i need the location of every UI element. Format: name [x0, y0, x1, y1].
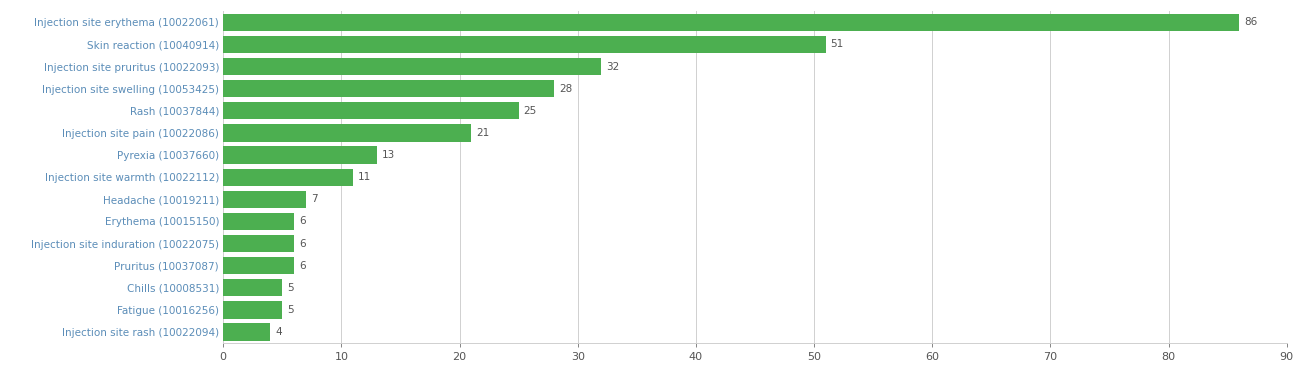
Bar [223, 102, 519, 120]
Bar [223, 36, 826, 53]
Text: 11: 11 [358, 172, 372, 182]
Text: 4: 4 [276, 327, 282, 337]
Text: 6: 6 [299, 261, 306, 271]
Bar [223, 323, 270, 341]
Text: 28: 28 [559, 84, 572, 94]
Text: 86: 86 [1245, 17, 1258, 28]
Text: 5: 5 [288, 305, 294, 315]
Bar [223, 124, 471, 142]
Bar [223, 14, 1239, 31]
Text: 6: 6 [299, 239, 306, 248]
Bar [223, 191, 306, 208]
Bar [223, 279, 282, 296]
Text: 25: 25 [524, 106, 537, 116]
Text: 6: 6 [299, 216, 306, 227]
Text: 13: 13 [382, 150, 395, 160]
Text: 5: 5 [288, 283, 294, 293]
Text: 51: 51 [831, 40, 844, 49]
Bar [223, 213, 294, 230]
Bar [223, 146, 377, 164]
Text: 21: 21 [477, 128, 490, 138]
Bar [223, 80, 554, 97]
Bar [223, 58, 601, 75]
Bar [223, 257, 294, 274]
Bar [223, 301, 282, 319]
Text: 7: 7 [311, 194, 318, 204]
Bar [223, 169, 353, 186]
Text: 32: 32 [607, 61, 620, 72]
Bar [223, 235, 294, 252]
